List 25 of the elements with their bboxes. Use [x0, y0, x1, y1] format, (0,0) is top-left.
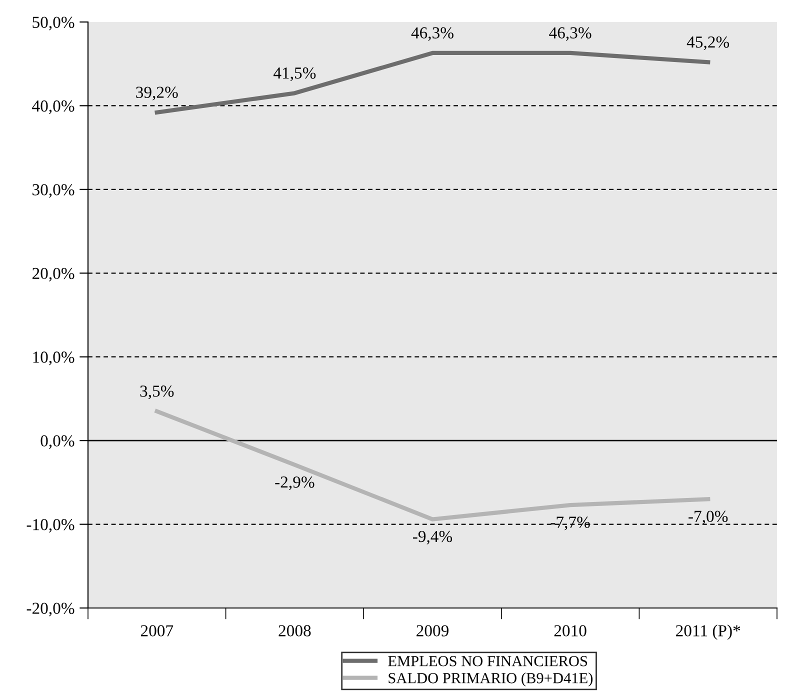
x-tick-label: 2011 (P)* — [676, 624, 740, 640]
y-tick-label: -20,0% — [26, 602, 74, 616]
data-label: -2,9% — [275, 476, 314, 490]
data-label: 45,2% — [686, 36, 730, 50]
data-label: -9,4% — [412, 530, 452, 544]
x-tick-label: 2010 — [554, 625, 586, 636]
y-tick-label: 0,0% — [40, 435, 74, 449]
y-tick-label: 40,0% — [32, 100, 74, 114]
data-label: 46,3% — [411, 27, 454, 41]
x-tick-label: 2009 — [416, 625, 448, 636]
data-label: 41,5% — [274, 67, 316, 82]
data-label: 46,3% — [549, 27, 592, 41]
x-tick-label: 2008 — [278, 625, 311, 636]
y-tick-label: 20,0% — [32, 268, 74, 282]
legend-label: SALDO PRIMARIO (B9+D41E) — [388, 672, 593, 686]
data-label: 39,2% — [136, 86, 178, 100]
x-tick-label: 2007 — [140, 625, 174, 636]
legend-label: EMPLEOS NO FINANCIEROS — [388, 656, 588, 666]
y-tick-label: -10,0% — [26, 518, 74, 533]
data-label: -7,7% — [550, 516, 590, 530]
y-tick-label: 30,0% — [32, 184, 74, 198]
data-label: 3,5% — [140, 386, 174, 400]
y-tick-label: 50,0% — [32, 16, 74, 30]
data-label: -7,0% — [688, 510, 728, 524]
y-tick-label: 10,0% — [33, 352, 74, 366]
